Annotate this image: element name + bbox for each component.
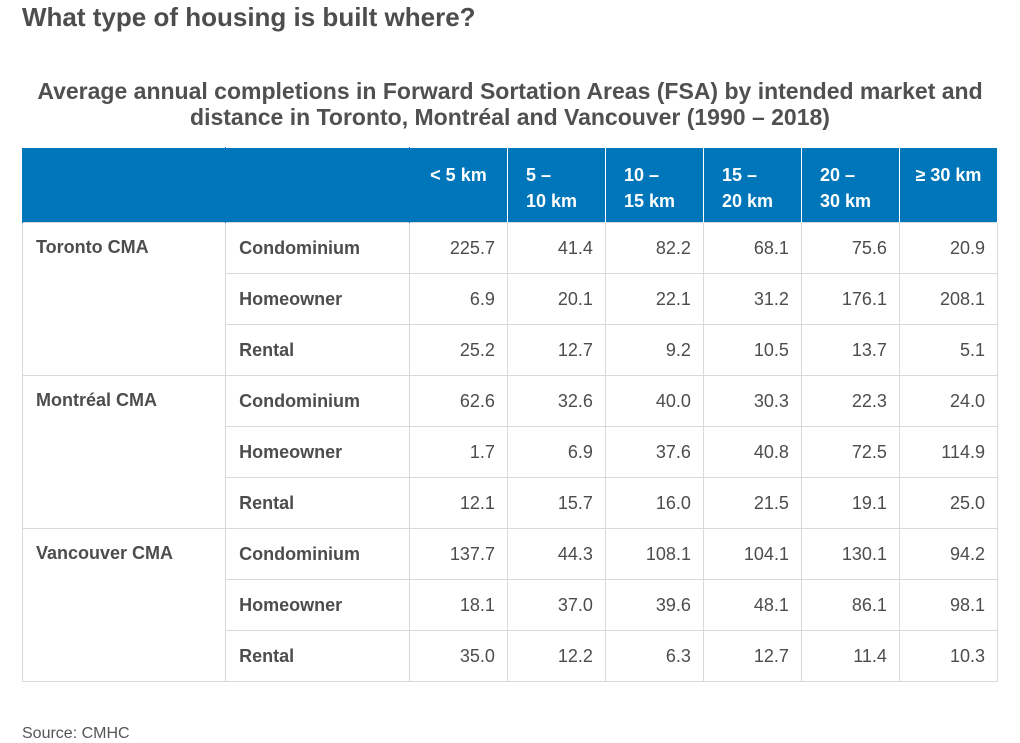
value-cell: 6.9: [506, 426, 606, 478]
header-label-line2: 30 km: [819, 191, 871, 211]
value-cell: 68.1: [702, 222, 802, 274]
value-cell: 12.7: [506, 324, 606, 376]
value-cell: 176.1: [800, 273, 900, 325]
table-title: Average annual completions in Forward So…: [37, 78, 983, 130]
value-cell: 72.5: [800, 426, 900, 478]
header-gte-30km: ≥ 30 km: [898, 147, 999, 223]
header-label-line1: 20 –: [819, 165, 855, 185]
value-cell: 108.1: [604, 528, 704, 580]
value-cell: 19.1: [800, 477, 900, 529]
value-cell: 82.2: [604, 222, 704, 274]
header-label-line1: 15 –: [721, 165, 757, 185]
table-row: Homeowner 6.9 20.1 22.1 31.2 176.1 208.1: [23, 273, 999, 325]
market-cell: Homeowner: [225, 273, 410, 325]
city-cell: Toronto CMA: [21, 222, 227, 376]
value-cell: 225.7: [408, 222, 508, 274]
value-cell: 137.7: [408, 528, 508, 580]
value-cell: 22.1: [604, 273, 704, 325]
table-row: Vancouver CMA Condominium 137.7 44.3 108.1 10…: [21, 528, 999, 682]
value-cell: 208.1: [898, 273, 999, 325]
market-cell: Rental: [225, 630, 410, 682]
value-cell: 41.4: [506, 222, 606, 274]
value-cell: 37.0: [506, 579, 606, 631]
value-cell: 6.9: [408, 273, 508, 325]
value-cell: 44.3: [506, 528, 606, 580]
completions-table: < 5 km 5 – 10 km 10 – 15 km 15 – 20 km 20 –…: [21, 147, 999, 682]
value-cell: 25.2: [408, 324, 508, 376]
value-cell: 18.1: [408, 579, 508, 631]
value-cell: 5.1: [898, 324, 999, 376]
value-cell: 12.1: [408, 477, 508, 529]
table-row: Rental 35.0 12.2 6.3 12.7 11.4 10.3: [23, 630, 999, 682]
value-cell: 24.0: [898, 375, 999, 427]
market-cell: Condominium: [225, 375, 410, 427]
value-cell: 20.9: [898, 222, 999, 274]
value-cell: 114.9: [898, 426, 999, 478]
market-cell: Rental: [225, 324, 410, 376]
header-row: < 5 km 5 – 10 km 10 – 15 km 15 – 20 km 20 –…: [21, 147, 999, 223]
value-cell: 11.4: [800, 630, 900, 682]
value-cell: 31.2: [702, 273, 802, 325]
value-cell: 12.2: [506, 630, 606, 682]
header-blank-city: [21, 147, 227, 223]
table-row: Rental 12.1 15.7 16.0 21.5 19.1 25.0: [23, 477, 999, 529]
table-body: Toronto CMA Condominium 225.7 41.4 82.2 68.1 7…: [21, 222, 999, 682]
table-header: < 5 km 5 – 10 km 10 – 15 km 15 – 20 km 20 –…: [21, 147, 999, 223]
value-cell: 20.1: [506, 273, 606, 325]
value-cell: 39.6: [604, 579, 704, 631]
value-cell: 25.0: [898, 477, 999, 529]
market-cell: Homeowner: [225, 426, 410, 478]
market-cell: Condominium: [225, 528, 410, 580]
header-blank-market: [225, 147, 410, 223]
value-cell: 94.2: [898, 528, 999, 580]
value-cell: 16.0: [604, 477, 704, 529]
value-cell: 86.1: [800, 579, 900, 631]
value-cell: 40.8: [702, 426, 802, 478]
table-row: Montréal CMA Condominium 62.6 32.6 40.0 30.3 2…: [21, 375, 999, 529]
value-cell: 22.3: [800, 375, 900, 427]
market-cell: Homeowner: [225, 579, 410, 631]
value-cell: 37.6: [604, 426, 704, 478]
value-cell: 130.1: [800, 528, 900, 580]
value-cell: 10.3: [898, 630, 999, 682]
value-cell: 35.0: [408, 630, 508, 682]
table-row: Rental 25.2 12.7 9.2 10.5 13.7 5.1: [23, 324, 999, 376]
header-label-line2: 10 km: [525, 191, 577, 211]
value-cell: 12.7: [702, 630, 802, 682]
city-cell: Montréal CMA: [21, 375, 227, 529]
market-cell: Rental: [225, 477, 410, 529]
value-cell: 48.1: [702, 579, 802, 631]
header-15-20km: 15 – 20 km: [702, 147, 802, 223]
page-title: What type of housing is built where?: [22, 2, 476, 32]
header-10-15km: 10 – 15 km: [604, 147, 704, 223]
table-row: Homeowner 1.7 6.9 37.6 40.8 72.5 114.9: [23, 426, 999, 478]
value-cell: 1.7: [408, 426, 508, 478]
header-5-10km: 5 – 10 km: [506, 147, 606, 223]
header-lt-5km: < 5 km: [408, 147, 508, 223]
value-cell: 15.7: [506, 477, 606, 529]
value-cell: 104.1: [702, 528, 802, 580]
value-cell: 62.6: [408, 375, 508, 427]
table-row: Homeowner 18.1 37.0 39.6 48.1 86.1 98.1: [23, 579, 999, 631]
value-cell: 6.3: [604, 630, 704, 682]
market-cell: Condominium: [225, 222, 410, 274]
value-cell: 21.5: [702, 477, 802, 529]
header-label-line1: 10 –: [623, 165, 659, 185]
value-cell: 13.7: [800, 324, 900, 376]
header-label-line1: 5 –: [525, 165, 551, 185]
value-cell: 98.1: [898, 579, 999, 631]
value-cell: 32.6: [506, 375, 606, 427]
value-cell: 75.6: [800, 222, 900, 274]
value-cell: 30.3: [702, 375, 802, 427]
header-20-30km: 20 – 30 km: [800, 147, 900, 223]
value-cell: 9.2: [604, 324, 704, 376]
value-cell: 40.0: [604, 375, 704, 427]
city-cell: Vancouver CMA: [21, 528, 227, 682]
source-note: Source: CMHC: [22, 725, 130, 742]
header-label-line2: 15 km: [623, 191, 675, 211]
header-label-line2: 20 km: [721, 191, 773, 211]
value-cell: 10.5: [702, 324, 802, 376]
table-row: Toronto CMA Condominium 225.7 41.4 82.2 68.1 7…: [21, 222, 999, 376]
